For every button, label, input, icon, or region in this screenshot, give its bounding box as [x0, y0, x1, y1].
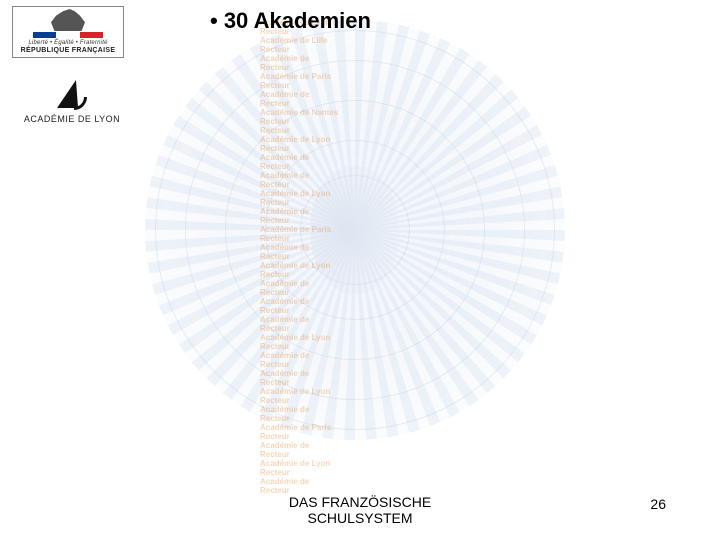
page-number: 26 — [650, 496, 666, 512]
logo-block: Liberté • Égalité • Fraternité RÉPUBLIQU… — [12, 6, 132, 124]
flag-red — [80, 32, 103, 38]
logo-republique-francaise: Liberté • Égalité • Fraternité RÉPUBLIQU… — [12, 6, 124, 58]
background-radial-graphic — [145, 20, 565, 440]
academie-mark-icon — [55, 80, 89, 110]
flag-white — [56, 32, 79, 38]
logo-academie-lyon: ACADÉMIE DE LYON — [12, 80, 132, 124]
marianne-icon — [51, 9, 85, 31]
academie-label: ACADÉMIE DE LYON — [12, 114, 132, 124]
flag-blue — [33, 32, 56, 38]
background-academy-list: Académie de Lyon Recteur Académie de Lil… — [260, 18, 338, 495]
rf-motto: Liberté • Égalité • Fraternité — [28, 40, 107, 46]
footer-line-1: DAS FRANZÖSISCHE — [289, 494, 431, 510]
slide-heading: • 30 Akademien — [210, 8, 371, 34]
slide-footer-title: DAS FRANZÖSISCHE SCHULSYSTEM — [0, 494, 720, 526]
french-flag-icon — [33, 32, 103, 38]
footer-line-2: SCHULSYSTEM — [307, 510, 412, 526]
rf-name: RÉPUBLIQUE FRANÇAISE — [21, 47, 116, 54]
